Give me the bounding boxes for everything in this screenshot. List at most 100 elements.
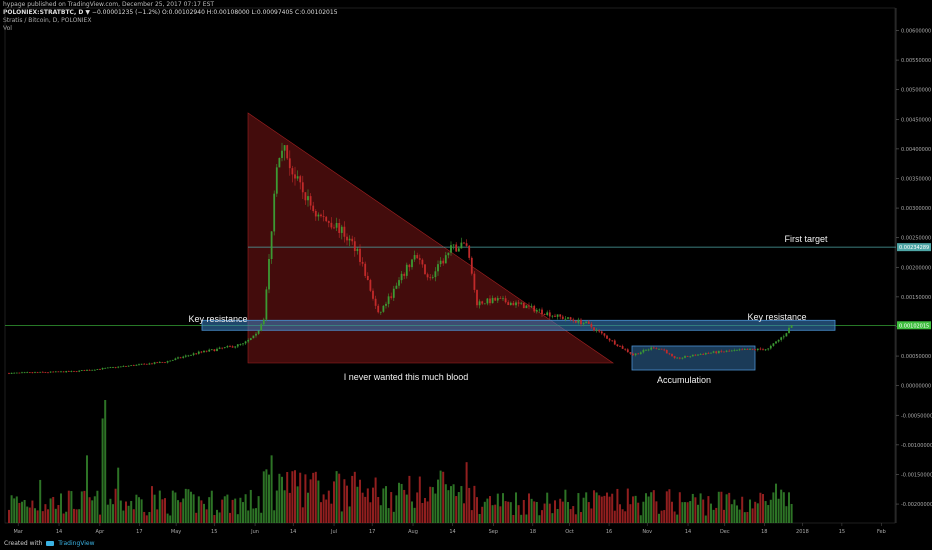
candle-body	[210, 349, 213, 351]
volume-bar	[507, 501, 510, 523]
volume-indicator-label[interactable]: Vol	[3, 25, 12, 32]
volume-bar	[286, 471, 289, 523]
volume-bar	[556, 509, 559, 523]
candle-body	[359, 248, 361, 262]
volume-bar	[587, 502, 590, 523]
candle-body	[481, 301, 484, 304]
y-tick-label: 0.00550000	[901, 58, 931, 64]
candle-body	[621, 346, 624, 349]
volume-bar	[28, 507, 31, 523]
symbol-label[interactable]: POLONIEX:STRATBTC, D	[3, 9, 84, 16]
volume-bar	[377, 496, 380, 523]
candle-body	[135, 364, 138, 366]
candle-body	[450, 245, 452, 253]
x-tick-label: 14	[685, 529, 691, 535]
volume-bar	[366, 488, 369, 523]
candle-body	[686, 356, 689, 357]
volume-bar	[626, 488, 629, 523]
candle-body	[691, 354, 694, 357]
volume-bar	[161, 499, 164, 523]
candle-body	[291, 168, 294, 175]
candle-body	[249, 338, 252, 340]
volume-bar	[637, 502, 640, 523]
candle-body	[252, 335, 255, 339]
candle-body	[41, 371, 44, 373]
candle-body	[767, 348, 770, 350]
volume-bar	[546, 492, 549, 523]
volume-bar	[359, 479, 361, 523]
candle-body	[156, 362, 159, 364]
volume-bar	[47, 509, 49, 523]
volume-bar	[117, 467, 120, 523]
candle-body	[88, 369, 91, 371]
volume-bar	[613, 510, 616, 523]
candle-body	[491, 297, 494, 304]
volume-bar	[164, 498, 166, 523]
candle-body	[559, 314, 562, 317]
volume-bar	[231, 499, 234, 523]
volume-bar	[775, 483, 777, 523]
candle-body	[234, 346, 237, 348]
volume-bar	[216, 509, 218, 523]
candle-body	[372, 290, 374, 299]
candle-body	[348, 238, 351, 241]
volume-bar	[182, 498, 185, 523]
volume-bar	[548, 503, 551, 523]
volume-bar	[348, 506, 351, 523]
footer-brand[interactable]: TradingView	[58, 540, 95, 547]
candle-body	[91, 369, 94, 371]
volume-bar	[561, 501, 564, 523]
volume-bar	[8, 509, 10, 523]
chart-text-layer: 0.00600000 0.00550000 0.00500000 0.00450000…	[13, 28, 932, 535]
candle-body	[231, 346, 234, 348]
candle-body	[606, 335, 608, 339]
candle-body	[556, 314, 559, 317]
candle-body	[759, 348, 762, 350]
candle-body	[161, 362, 164, 363]
volume-bar	[283, 490, 286, 523]
volume-bar	[671, 501, 673, 523]
volume-bar	[569, 509, 572, 523]
volume-bar	[764, 501, 767, 523]
y-tick-label: 0.00150000	[901, 295, 931, 301]
candle-body	[764, 349, 767, 351]
candle-body	[268, 259, 270, 290]
volume-bar	[135, 494, 138, 523]
volume-bar	[429, 486, 432, 523]
volume-bar	[522, 499, 525, 523]
candle-body	[382, 305, 385, 312]
x-tick-label: 16	[606, 529, 612, 535]
volume-bar	[91, 500, 94, 523]
candle-body	[431, 277, 434, 278]
candle-body	[421, 259, 424, 265]
candle-body	[699, 354, 702, 355]
candle-body	[304, 192, 307, 201]
volume-bar	[335, 471, 338, 523]
candle-body	[31, 372, 34, 374]
x-tick-label: 14	[290, 529, 296, 535]
volume-bar	[717, 491, 720, 523]
blood-triangle	[247, 112, 614, 364]
candle-body	[182, 356, 185, 358]
volume-bar	[736, 505, 738, 523]
candle-body	[15, 372, 18, 374]
volume-bar	[754, 501, 757, 523]
volume-bar	[525, 514, 528, 523]
candle-body	[634, 353, 637, 356]
volume-bar	[460, 486, 463, 523]
volume-bar	[234, 498, 237, 523]
volume-bar	[642, 501, 645, 523]
candle-body	[262, 319, 265, 325]
volume-bar	[585, 492, 588, 523]
volume-bar	[723, 509, 725, 523]
candle-body	[288, 158, 291, 169]
candle-body	[470, 257, 473, 274]
candle-body	[140, 363, 143, 365]
volume-bar	[593, 490, 595, 523]
candle-body	[611, 340, 614, 342]
volume-bar	[769, 499, 772, 523]
candle-body	[585, 321, 588, 324]
volume-bar	[530, 498, 533, 523]
volume-bar	[265, 469, 268, 523]
